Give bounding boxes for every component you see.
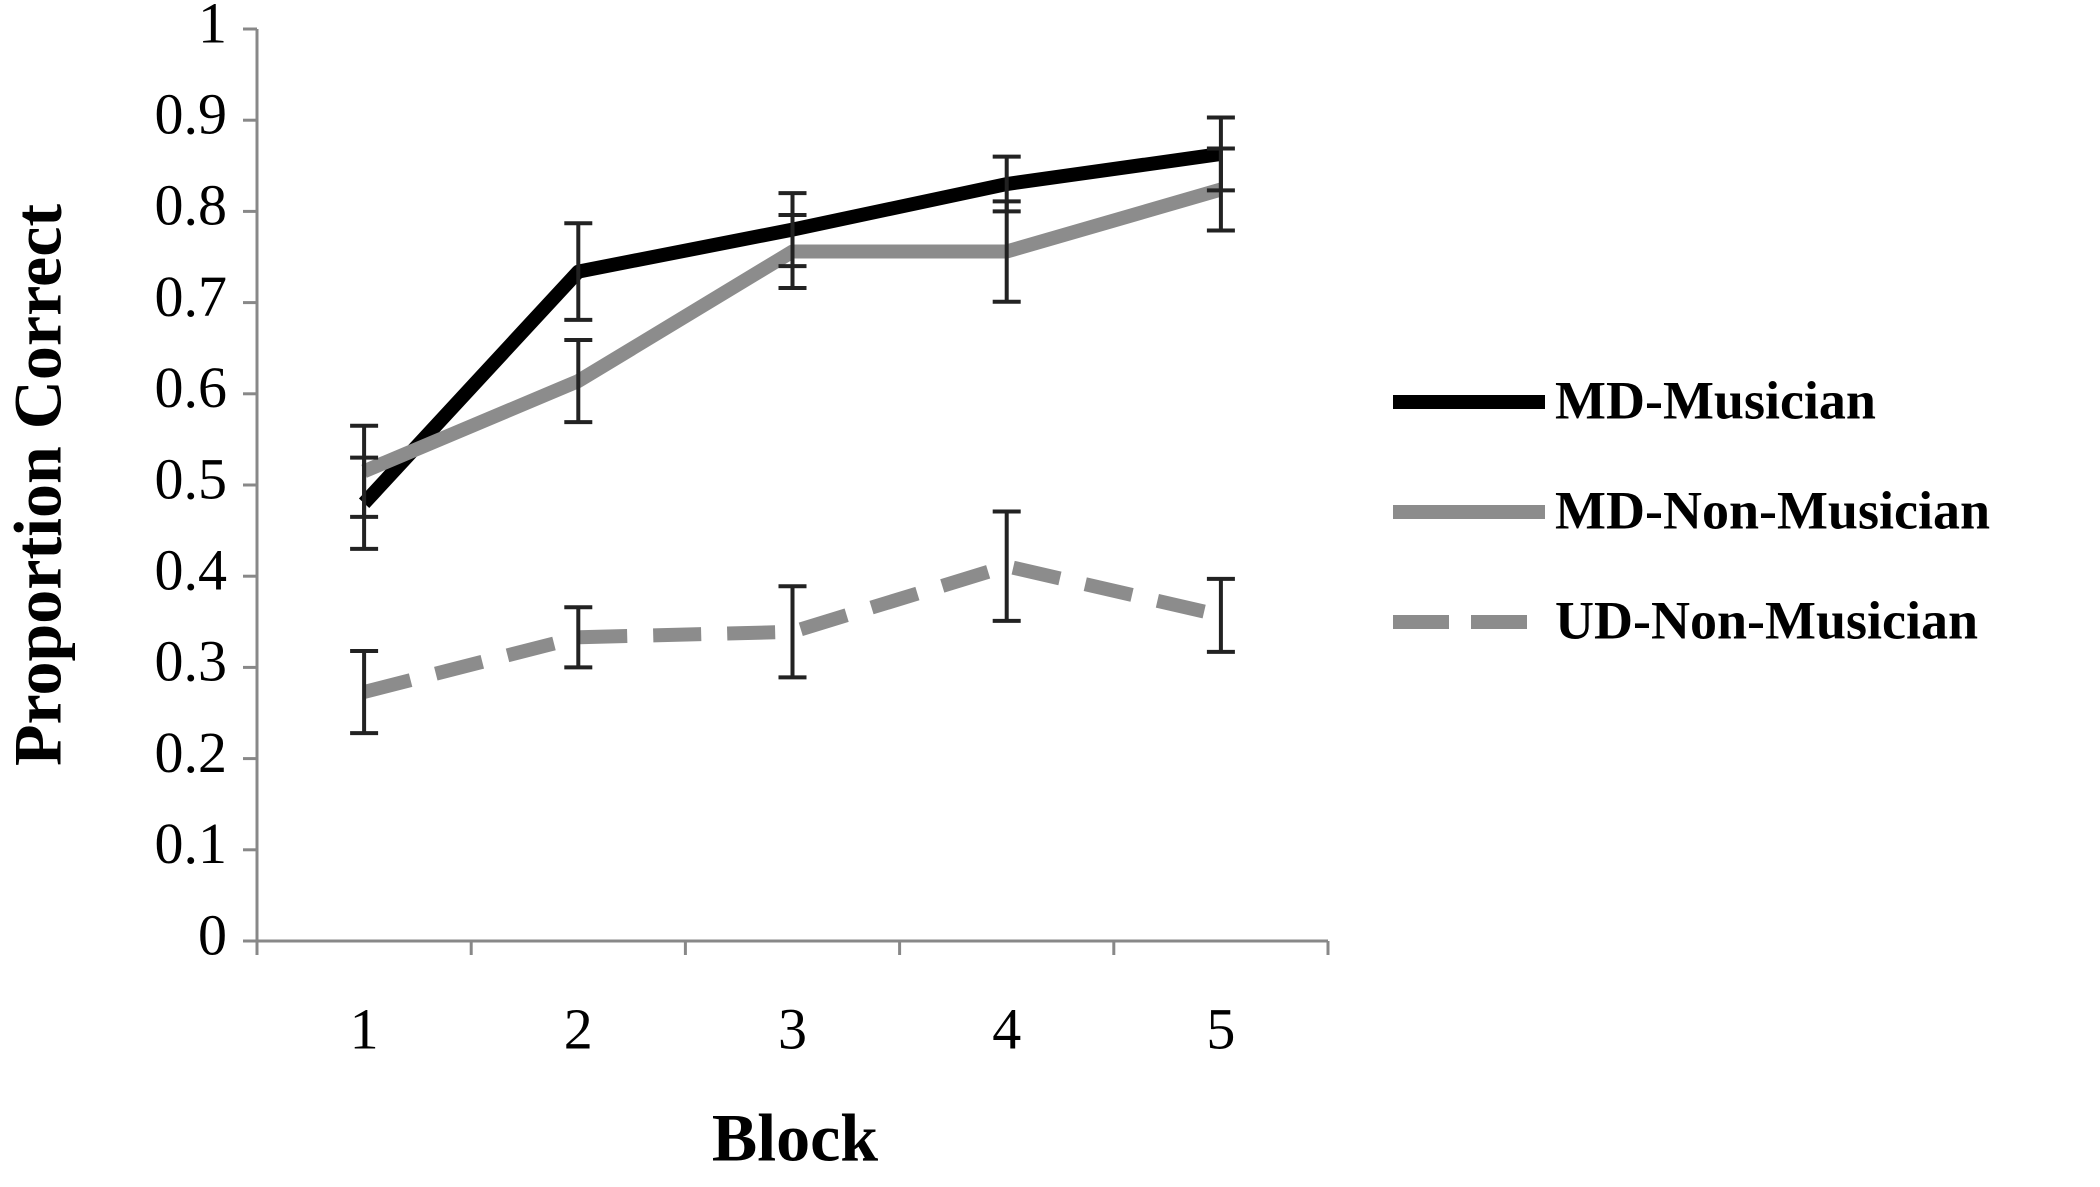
legend-label: UD-Non-Musician	[1555, 590, 1978, 650]
error-bar	[350, 423, 379, 519]
x-axis-label: Block	[712, 1100, 878, 1176]
error-bar	[564, 337, 593, 425]
y-tick-label: 0.1	[155, 811, 228, 876]
error-bar	[1206, 576, 1235, 654]
error-bar	[992, 509, 1021, 623]
legend-label: MD-Musician	[1555, 370, 1876, 430]
error-bar	[1206, 146, 1235, 233]
y-tick-label: 0.6	[155, 355, 228, 420]
y-tick-label: 0.4	[155, 538, 228, 603]
legend-label: MD-Non-Musician	[1555, 480, 1990, 540]
y-tick-label: 0.9	[155, 82, 228, 147]
error-bar	[564, 605, 593, 670]
error-bar	[564, 221, 593, 322]
y-tick-label: 1	[198, 0, 227, 55]
x-tick-label: 2	[564, 996, 593, 1061]
x-tick-label: 3	[778, 996, 807, 1061]
y-axis-label: Proportion Correct	[0, 204, 76, 766]
y-tick-label: 0.8	[155, 173, 228, 238]
y-tick-label: 0.5	[155, 446, 228, 511]
y-tick-label: 0.3	[155, 629, 228, 694]
x-tick-label: 4	[992, 996, 1021, 1061]
y-tick-label: 0.2	[155, 720, 228, 785]
x-tick-label: 5	[1206, 996, 1235, 1061]
y-tick-label: 0.7	[155, 264, 228, 329]
error-bar	[778, 584, 807, 680]
x-tick-label: 1	[350, 996, 379, 1061]
error-bar	[778, 213, 807, 291]
error-bar	[992, 199, 1021, 304]
error-bar	[350, 648, 379, 736]
y-tick-label: 0	[198, 902, 227, 967]
